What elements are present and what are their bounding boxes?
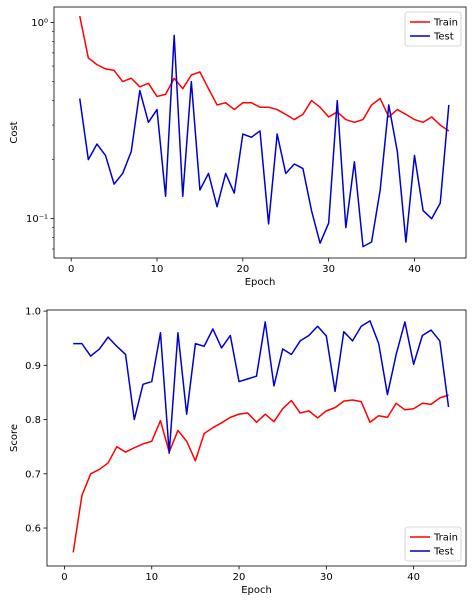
cost-y-tick-label: 10⁻¹ xyxy=(26,214,48,225)
score-x-axis-label: Epoch xyxy=(241,585,272,596)
score-x-tick-label: 0 xyxy=(61,572,67,583)
score-x-tick-label: 40 xyxy=(407,572,420,583)
cost-x-tick-label: 0 xyxy=(68,264,74,275)
score-y-tick-label: 0.9 xyxy=(25,361,41,372)
score-legend xyxy=(404,526,462,562)
score-test-line xyxy=(73,320,450,454)
score-y-tick-label: 1.0 xyxy=(25,307,41,318)
cost-x-tick-label: 40 xyxy=(408,264,421,275)
cost-x-tick-label: 30 xyxy=(322,264,335,275)
score-x-tick-label: 10 xyxy=(145,572,158,583)
score-plot-frame xyxy=(46,309,467,567)
cost-train-line xyxy=(79,15,450,132)
score-y-tick-label: 0.7 xyxy=(25,469,41,480)
score-x-tick-label: 20 xyxy=(233,572,246,583)
cost-x-tick-label: 10 xyxy=(151,264,164,275)
score-x-tick-label: 30 xyxy=(320,572,333,583)
cost-x-tick-label: 20 xyxy=(236,264,249,275)
score-y-tick-label: 0.8 xyxy=(25,415,41,426)
cost-y-axis-label: Cost xyxy=(9,121,20,143)
cost-legend-label-train: Train xyxy=(433,18,458,29)
cost-chart-panel: 0 10 20 30 40 10⁰ 10⁻¹ Epoch Cost Train Test xyxy=(9,6,467,288)
cost-legend xyxy=(404,11,462,47)
cost-y-tick-label: 10⁰ xyxy=(31,18,48,29)
score-y-tick-label: 0.6 xyxy=(25,524,41,535)
score-legend-label-train: Train xyxy=(433,533,458,544)
cost-test-line xyxy=(79,34,450,248)
score-y-axis-label: Score xyxy=(9,424,20,452)
cost-plot-frame xyxy=(53,6,467,259)
score-chart-panel: 0 10 20 30 40 0.6 0.7 0.8 0.9 1.0 Epoch Score Train T… xyxy=(9,307,467,596)
cost-x-axis-label: Epoch xyxy=(245,277,276,288)
score-train-line xyxy=(72,394,449,553)
cost-legend-label-test: Test xyxy=(433,32,454,43)
score-legend-label-test: Test xyxy=(433,547,454,558)
